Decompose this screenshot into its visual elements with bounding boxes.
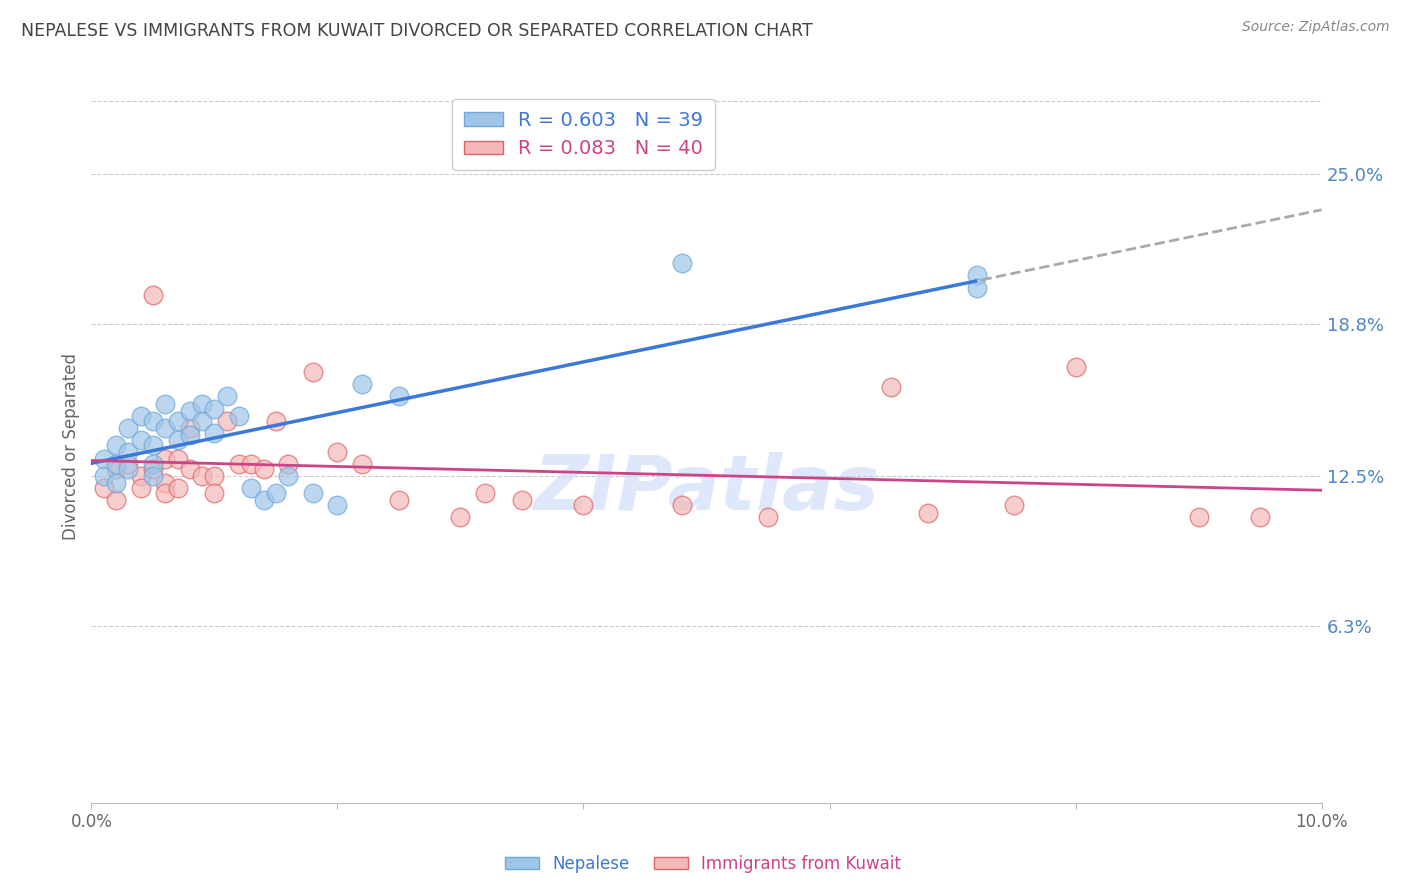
Point	[202, 425, 225, 440]
Point	[1187, 510, 1209, 524]
Point	[142, 288, 165, 302]
Point	[105, 476, 127, 491]
Point	[1002, 498, 1025, 512]
Point	[153, 421, 177, 435]
Point	[326, 445, 349, 459]
Point	[510, 493, 533, 508]
Point	[671, 256, 693, 270]
Point	[142, 438, 165, 452]
Point	[350, 457, 373, 471]
Point	[153, 476, 177, 491]
Point	[966, 268, 988, 283]
Point	[917, 506, 939, 520]
Point	[277, 469, 299, 483]
Point	[166, 414, 188, 428]
Point	[179, 462, 201, 476]
Point	[264, 486, 287, 500]
Point	[253, 462, 276, 476]
Point	[191, 414, 214, 428]
Point	[253, 493, 276, 508]
Point	[117, 445, 139, 459]
Text: Source: ZipAtlas.com: Source: ZipAtlas.com	[1241, 20, 1389, 34]
Point	[117, 421, 139, 435]
Point	[129, 469, 152, 483]
Point	[191, 469, 214, 483]
Point	[1064, 360, 1087, 375]
Legend: Nepalese, Immigrants from Kuwait: Nepalese, Immigrants from Kuwait	[499, 848, 907, 880]
Point	[179, 421, 201, 435]
Point	[153, 397, 177, 411]
Point	[153, 452, 177, 467]
Point	[202, 486, 225, 500]
Point	[264, 414, 287, 428]
Point	[129, 481, 152, 495]
Point	[105, 462, 127, 476]
Point	[215, 414, 238, 428]
Point	[166, 481, 188, 495]
Point	[449, 510, 471, 524]
Point	[228, 457, 250, 471]
Y-axis label: Divorced or Separated: Divorced or Separated	[62, 352, 80, 540]
Point	[1249, 510, 1271, 524]
Point	[240, 481, 263, 495]
Point	[756, 510, 779, 524]
Point	[880, 380, 903, 394]
Point	[93, 469, 115, 483]
Point	[202, 401, 225, 416]
Text: ZIPatlas: ZIPatlas	[533, 452, 880, 525]
Legend: R = 0.603   N = 39, R = 0.083   N = 40: R = 0.603 N = 39, R = 0.083 N = 40	[453, 99, 714, 170]
Point	[93, 481, 115, 495]
Point	[191, 397, 214, 411]
Point	[240, 457, 263, 471]
Point	[166, 452, 188, 467]
Point	[117, 457, 139, 471]
Point	[153, 486, 177, 500]
Point	[179, 428, 201, 442]
Point	[202, 469, 225, 483]
Point	[228, 409, 250, 423]
Point	[179, 404, 201, 418]
Point	[105, 493, 127, 508]
Point	[142, 414, 165, 428]
Point	[350, 377, 373, 392]
Point	[105, 457, 127, 471]
Point	[326, 498, 349, 512]
Point	[129, 409, 152, 423]
Point	[142, 457, 165, 471]
Point	[301, 365, 323, 379]
Point	[142, 462, 165, 476]
Point	[388, 493, 411, 508]
Text: NEPALESE VS IMMIGRANTS FROM KUWAIT DIVORCED OR SEPARATED CORRELATION CHART: NEPALESE VS IMMIGRANTS FROM KUWAIT DIVOR…	[21, 22, 813, 40]
Point	[966, 280, 988, 294]
Point	[93, 452, 115, 467]
Point	[215, 389, 238, 403]
Point	[388, 389, 411, 403]
Point	[671, 498, 693, 512]
Point	[301, 486, 323, 500]
Point	[117, 462, 139, 476]
Point	[142, 469, 165, 483]
Point	[474, 486, 496, 500]
Point	[166, 433, 188, 447]
Point	[277, 457, 299, 471]
Point	[572, 498, 595, 512]
Point	[105, 438, 127, 452]
Point	[129, 433, 152, 447]
